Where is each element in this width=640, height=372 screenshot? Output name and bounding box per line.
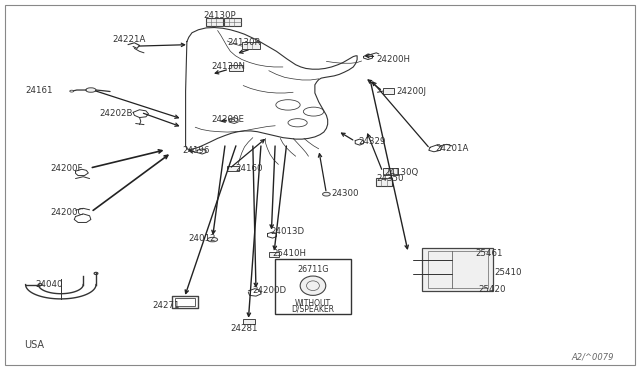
- Bar: [383, 88, 394, 94]
- Text: 24200F: 24200F: [50, 164, 83, 173]
- Text: 24130P: 24130P: [204, 11, 236, 20]
- Bar: [422, 248, 493, 291]
- Text: 24281: 24281: [230, 324, 258, 333]
- Text: 25410: 25410: [494, 268, 522, 277]
- Bar: [175, 298, 195, 306]
- Text: 24130Q: 24130Q: [384, 169, 419, 177]
- Text: 26711G: 26711G: [297, 265, 329, 274]
- Text: 24202B: 24202B: [99, 109, 132, 118]
- Bar: [229, 65, 243, 71]
- Text: 24200D: 24200D: [253, 286, 287, 295]
- Text: WITHOUT: WITHOUT: [295, 299, 331, 308]
- Text: 24013D: 24013D: [270, 227, 304, 236]
- Ellipse shape: [207, 237, 218, 242]
- Bar: [428, 251, 488, 288]
- Bar: [275, 259, 351, 314]
- Text: 24040: 24040: [35, 280, 63, 289]
- Text: 24329: 24329: [358, 137, 386, 146]
- Text: 24271: 24271: [152, 301, 180, 310]
- Text: 24201A: 24201A: [435, 144, 468, 153]
- Text: 24300: 24300: [332, 189, 359, 198]
- Bar: [243, 319, 255, 324]
- Text: 24221A: 24221A: [112, 35, 145, 44]
- Text: 24200C: 24200C: [50, 208, 83, 217]
- Bar: [224, 18, 241, 26]
- Text: 24200E: 24200E: [211, 115, 244, 124]
- Text: D/SPEAKER: D/SPEAKER: [291, 304, 335, 313]
- Bar: [376, 178, 392, 186]
- Text: 25420: 25420: [479, 285, 506, 294]
- Text: 25410H: 25410H: [272, 249, 306, 258]
- Text: USA: USA: [24, 340, 44, 350]
- Text: 24200J: 24200J: [397, 87, 427, 96]
- Text: 24130R: 24130R: [227, 38, 260, 47]
- Ellipse shape: [300, 276, 326, 295]
- Bar: [227, 166, 239, 171]
- Bar: [172, 296, 198, 308]
- Bar: [269, 252, 279, 257]
- Text: 24012: 24012: [189, 234, 216, 243]
- Bar: [383, 168, 398, 175]
- Text: 24160: 24160: [236, 164, 263, 173]
- Text: 24161: 24161: [26, 86, 53, 94]
- Text: 24196: 24196: [182, 146, 210, 155]
- Ellipse shape: [323, 192, 330, 196]
- Text: 25461: 25461: [475, 249, 502, 258]
- Bar: [242, 42, 260, 49]
- Text: 24350: 24350: [376, 174, 404, 183]
- Text: 24130N: 24130N: [211, 62, 245, 71]
- Ellipse shape: [86, 88, 96, 92]
- Bar: [206, 18, 223, 26]
- Text: A2/^0079: A2/^0079: [572, 353, 614, 362]
- Text: 24200H: 24200H: [376, 55, 410, 64]
